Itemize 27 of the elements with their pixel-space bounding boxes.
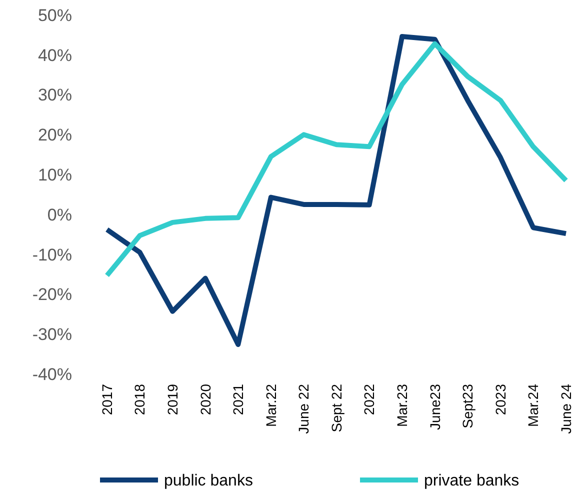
x-tick-label: June23 (426, 384, 443, 430)
y-tick-label: 30% (38, 86, 72, 105)
x-tick-label: June 24 (558, 384, 574, 434)
y-tick-label: -40% (32, 364, 72, 384)
x-tick-label: Sept 22 (328, 384, 344, 432)
y-tick-label: -10% (32, 245, 72, 264)
x-tick-label: June 22 (296, 384, 312, 434)
x-tick-label: 2018 (132, 384, 148, 416)
y-tick-label: 50% (38, 6, 72, 25)
y-tick-label: -20% (32, 285, 72, 304)
y-tick-label: 10% (38, 166, 72, 185)
legend-label: public banks (164, 472, 253, 490)
y-tick-label: 0% (47, 205, 72, 224)
x-tick-label: 2020 (197, 384, 214, 416)
x-tick-label: Mar.24 (525, 384, 542, 427)
x-tick-label: 2022 (361, 384, 378, 416)
x-tick-label: 2021 (230, 384, 246, 416)
y-tick-label: 40% (38, 46, 72, 65)
y-tick-label: -30% (32, 325, 72, 344)
x-tick-label: 2017 (98, 384, 115, 416)
x-tick-label: 2023 (492, 384, 508, 416)
x-tick-label: Mar.23 (394, 384, 410, 427)
x-tick-label: Mar.22 (262, 384, 279, 427)
x-tick-label: Sept23 (460, 384, 476, 428)
legend-label: private banks (424, 472, 520, 490)
y-tick-label: 20% (38, 126, 72, 145)
x-tick-label: 2019 (164, 384, 180, 416)
